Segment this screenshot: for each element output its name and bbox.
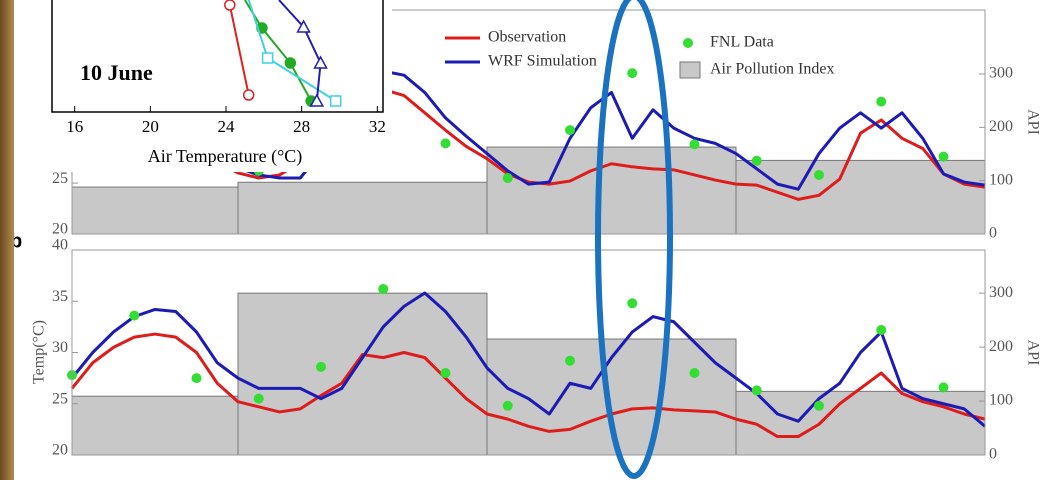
inset-x-title: Air Temperature (°C) xyxy=(148,146,303,167)
profile-marker xyxy=(313,55,328,69)
y2-tick-label: 200 xyxy=(989,338,1013,355)
series-line xyxy=(70,332,986,439)
fnl-point xyxy=(378,283,389,294)
y2-axis-title: API xyxy=(1024,340,1041,366)
fnl-point xyxy=(814,169,824,180)
y-axis-title: Temp(°C) xyxy=(31,320,48,384)
y-tick-label: 35 xyxy=(52,288,68,305)
fnl-point xyxy=(627,298,638,309)
legend-dot xyxy=(683,38,693,48)
profile-marker xyxy=(261,52,274,64)
fnl-point xyxy=(876,324,887,335)
y2-tick-label: 100 xyxy=(989,392,1013,409)
api-bar xyxy=(486,146,737,235)
fnl-point xyxy=(129,310,140,321)
api-bar xyxy=(735,159,986,235)
fnl-point xyxy=(502,173,513,183)
profile-line xyxy=(278,0,322,102)
profile-marker xyxy=(224,0,236,11)
fnl-point xyxy=(440,138,451,149)
fnl-point xyxy=(565,125,575,136)
fnl-point xyxy=(191,373,202,384)
api-bar xyxy=(71,395,239,456)
legend-label: WRF Simulation xyxy=(488,53,597,70)
inset: 16 20 24 28 32 10 June Air Temperature (°C) xyxy=(0,0,392,172)
profile-marker xyxy=(329,95,342,107)
y-tick-label: 30 xyxy=(52,339,68,356)
y-tick-label: 25 xyxy=(52,390,68,407)
fnl-point xyxy=(689,368,700,378)
y2-tick-label: 0 xyxy=(989,446,997,463)
inset-annotation: 10 June xyxy=(80,60,153,85)
api-bar xyxy=(735,390,986,456)
api-bar xyxy=(237,181,488,235)
fnl-point xyxy=(689,139,700,150)
inset-frame xyxy=(51,0,384,113)
fnl-point xyxy=(938,151,949,162)
x-tick-label: 28 xyxy=(293,117,310,136)
api-bar xyxy=(71,186,239,235)
legend-swatch xyxy=(679,61,701,79)
fnl-point xyxy=(876,96,887,107)
fnl-point xyxy=(440,368,451,378)
fnl-point xyxy=(751,155,762,166)
fnl-point xyxy=(751,385,762,396)
fnl-point xyxy=(565,355,575,366)
inset-bg xyxy=(0,0,392,172)
x-tick-label: 24 xyxy=(218,117,236,136)
y2-tick-label: 200 xyxy=(989,118,1013,135)
fnl-point xyxy=(938,382,949,393)
highlight-ellipse xyxy=(595,0,673,479)
y-tick-label: 25 xyxy=(52,170,68,187)
profile-marker xyxy=(309,93,325,107)
y-tick-label: 20 xyxy=(52,221,68,238)
profile-marker xyxy=(284,57,297,69)
profile-marker xyxy=(296,19,311,33)
fnl-point xyxy=(502,400,513,411)
fnl-point xyxy=(814,400,824,411)
series-line xyxy=(70,291,986,428)
y-tick-label: 20 xyxy=(52,442,68,459)
profile-marker xyxy=(242,89,255,101)
fnl-point xyxy=(627,68,638,79)
fnl-point xyxy=(316,361,326,372)
legend-label: Air Pollution Index xyxy=(710,61,834,78)
y2-tick-label: 100 xyxy=(989,171,1013,188)
y-tick-label: 40 xyxy=(52,237,68,254)
x-tick-label: 20 xyxy=(142,117,159,136)
fnl-point xyxy=(253,393,264,404)
legend-label: FNL Data xyxy=(710,34,774,51)
legend-label: Observation xyxy=(488,29,566,46)
y2-tick-label: 300 xyxy=(989,284,1013,301)
x-tick-label: 16 xyxy=(66,117,83,136)
side-strip xyxy=(0,0,14,480)
y2-tick-label: 0 xyxy=(989,225,997,242)
x-tick-label: 32 xyxy=(369,117,386,136)
y2-tick-label: 300 xyxy=(989,65,1013,82)
profile-line xyxy=(228,4,250,96)
y2-axis-title: API xyxy=(1024,109,1041,135)
